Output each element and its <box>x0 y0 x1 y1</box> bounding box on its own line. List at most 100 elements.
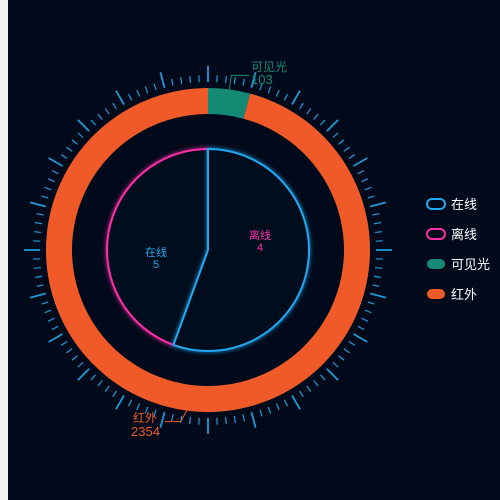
minor-tick <box>97 113 103 120</box>
inner-label-offline: 离线 4 <box>249 228 271 254</box>
minor-tick <box>267 406 272 414</box>
minor-tick <box>298 390 304 398</box>
minor-tick <box>242 78 245 86</box>
minor-tick <box>77 361 84 368</box>
minor-tick <box>306 108 312 115</box>
minor-tick <box>128 93 133 101</box>
minor-tick <box>313 380 319 387</box>
minor-tick <box>283 93 288 101</box>
legend-swatch-infrared <box>427 289 445 299</box>
outer-label-visible-light: 可见光 103 <box>228 60 287 90</box>
major-tick <box>353 333 368 343</box>
minor-tick <box>375 266 383 269</box>
major-tick <box>159 412 166 428</box>
minor-tick <box>128 399 133 407</box>
legend-item-online[interactable]: 在线 <box>426 197 477 212</box>
minor-tick <box>275 89 280 97</box>
minor-tick <box>171 78 174 86</box>
major-tick <box>77 119 90 132</box>
minor-tick <box>47 178 55 183</box>
major-tick <box>48 333 63 343</box>
minor-tick <box>60 154 68 160</box>
major-tick <box>291 90 301 105</box>
minor-tick <box>357 170 365 175</box>
infrared-leader-line <box>164 410 188 423</box>
legend-label-online: 在线 <box>451 197 477 212</box>
outer-ring <box>46 88 371 413</box>
minor-tick <box>259 83 263 91</box>
visible-light-label: 可见光 <box>251 60 287 74</box>
tick-ring <box>24 66 392 434</box>
major-tick <box>77 368 90 381</box>
major-tick <box>291 395 301 410</box>
minor-tick <box>36 213 44 216</box>
minor-tick <box>51 170 59 175</box>
legend-item-visible-light[interactable]: 可见光 <box>427 257 490 272</box>
minor-tick <box>361 317 369 322</box>
offline-label: 离线 <box>249 228 271 242</box>
minor-tick <box>44 309 52 314</box>
legend-label-visible-light: 可见光 <box>451 257 490 272</box>
minor-tick <box>41 301 49 305</box>
minor-tick <box>367 301 375 305</box>
legend-item-infrared[interactable]: 红外 <box>427 287 477 302</box>
minor-tick <box>338 355 345 361</box>
minor-tick <box>44 186 52 191</box>
minor-tick <box>319 374 326 381</box>
infrared-value: 2354 <box>131 424 160 439</box>
minor-tick <box>372 213 380 216</box>
major-tick <box>250 72 257 88</box>
legend-swatch-visible-light <box>427 259 445 269</box>
minor-tick <box>66 146 73 152</box>
minor-tick <box>136 403 141 411</box>
minor-tick <box>189 75 192 83</box>
minor-tick <box>364 309 372 314</box>
online-slice[interactable] <box>172 148 310 352</box>
minor-tick <box>332 132 339 139</box>
visible-light-leader-line <box>228 74 250 90</box>
legend-label-infrared: 红外 <box>451 287 477 302</box>
major-tick <box>370 292 386 299</box>
minor-tick <box>104 385 110 392</box>
minor-tick <box>60 340 68 346</box>
minor-tick <box>90 374 97 381</box>
minor-tick <box>283 399 288 407</box>
minor-tick <box>275 403 280 411</box>
infrared-label: 红外 <box>133 410 157 425</box>
minor-tick <box>144 406 149 414</box>
legend-item-offline[interactable]: 离线 <box>426 227 477 242</box>
minor-tick <box>375 231 383 234</box>
major-tick <box>326 119 339 132</box>
online-label: 在线 <box>145 245 167 259</box>
minor-tick <box>153 409 157 417</box>
minor-tick <box>171 414 174 422</box>
minor-tick <box>144 86 149 94</box>
minor-tick <box>313 113 319 120</box>
minor-tick <box>332 361 339 368</box>
online-value: 5 <box>153 259 159 271</box>
minor-tick <box>112 102 118 110</box>
minor-tick <box>372 284 380 287</box>
minor-tick <box>97 380 103 387</box>
minor-tick <box>361 178 369 183</box>
minor-tick <box>267 86 272 94</box>
minor-tick <box>224 75 227 83</box>
major-tick <box>159 72 166 88</box>
minor-tick <box>33 231 41 234</box>
minor-tick <box>33 266 41 269</box>
inner-label-online: 在线 5 <box>145 245 167 271</box>
visible-light-slice[interactable] <box>208 88 251 119</box>
minor-tick <box>233 415 236 423</box>
inner-status-pie <box>106 148 310 352</box>
offline-slice[interactable] <box>106 148 209 346</box>
minor-tick <box>153 83 157 91</box>
minor-tick <box>71 139 78 145</box>
minor-tick <box>112 390 118 398</box>
minor-tick <box>180 77 183 85</box>
minor-tick <box>343 146 350 152</box>
major-tick <box>30 292 46 299</box>
minor-tick <box>259 409 263 417</box>
minor-tick <box>348 154 356 160</box>
major-tick <box>30 201 46 208</box>
minor-tick <box>373 275 381 278</box>
